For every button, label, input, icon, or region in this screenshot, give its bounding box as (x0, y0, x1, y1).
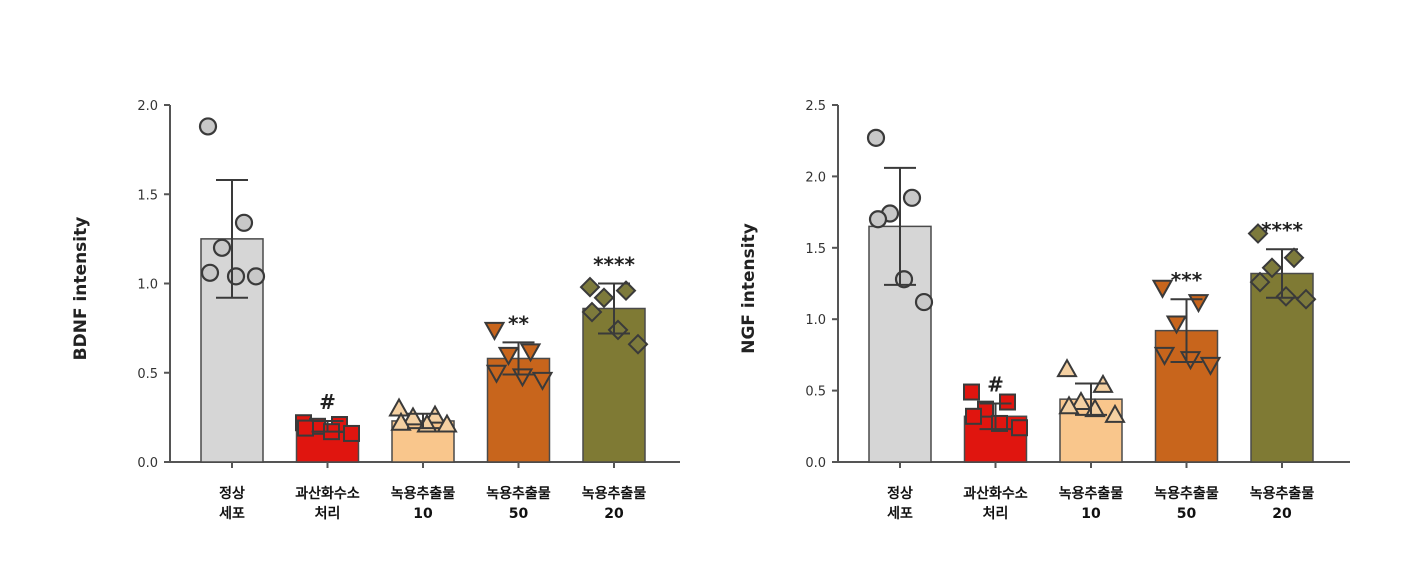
data-point (388, 397, 410, 417)
data-point (198, 117, 218, 136)
data-point (343, 424, 360, 442)
data-point (615, 280, 637, 302)
significance-label: # (987, 372, 1004, 396)
data-point (627, 333, 649, 355)
category-label: 녹용추출물 (1250, 485, 1315, 502)
data-point (1283, 247, 1305, 269)
data-point (1165, 315, 1188, 335)
y-tick-label: 0.5 (805, 385, 826, 400)
category-label: 50 (509, 506, 529, 522)
data-point (579, 276, 601, 298)
y-axis-title: NGF intensity (739, 223, 759, 354)
significance-label: **** (593, 253, 635, 277)
data-point (1056, 358, 1078, 378)
data-point (436, 413, 458, 433)
category-label: 정상 (887, 485, 913, 502)
data-point (1199, 356, 1222, 376)
data-point (1151, 279, 1174, 299)
data-point (1104, 403, 1126, 423)
category-label: 과산화수소 (963, 485, 1028, 502)
data-point (226, 267, 246, 286)
data-point (914, 292, 934, 312)
category-label: 녹용추출물 (391, 485, 456, 502)
significance-label: # (319, 390, 336, 414)
y-tick-label: 1.5 (805, 242, 826, 257)
y-tick-label: 1.0 (137, 278, 158, 293)
y-tick-label: 0.0 (805, 456, 826, 471)
category-label: 처리 (315, 506, 341, 522)
significance-label: ** (508, 311, 529, 335)
data-point (965, 407, 982, 425)
data-point (1249, 271, 1271, 293)
category-label: 10 (413, 506, 433, 522)
category-label: 녹용추출물 (1154, 485, 1219, 502)
data-point (402, 406, 424, 426)
category-label: 녹용추출물 (582, 485, 647, 502)
category-label: 녹용추출물 (486, 485, 551, 502)
data-point (1187, 294, 1210, 314)
y-tick-label: 0.5 (137, 367, 158, 382)
significance-label: *** (1171, 268, 1203, 292)
data-point (246, 267, 266, 286)
data-point (531, 371, 554, 391)
data-point (212, 238, 232, 257)
data-point (497, 346, 520, 366)
data-point (1058, 395, 1080, 415)
data-point (297, 419, 314, 437)
data-point (581, 301, 603, 323)
data-point (483, 321, 506, 341)
y-axis-title: BDNF intensity (71, 217, 91, 361)
data-point (999, 393, 1016, 411)
category-label: 녹용추출물 (1059, 485, 1124, 502)
data-point (234, 213, 254, 232)
data-point (1011, 419, 1028, 437)
data-point (593, 287, 615, 309)
category-label: 정상 (219, 485, 245, 502)
category-label: 10 (1081, 506, 1101, 522)
y-tick-label: 2.0 (805, 170, 826, 185)
data-point (902, 188, 922, 207)
y-tick-label: 1.5 (137, 188, 158, 203)
y-tick-label: 1.0 (805, 313, 826, 328)
data-point (1247, 223, 1269, 244)
significance-label: **** (1261, 218, 1303, 242)
data-point (1070, 390, 1092, 411)
data-point (200, 263, 220, 282)
data-point (866, 128, 886, 147)
data-point (868, 210, 888, 229)
category-label: 처리 (983, 506, 1009, 522)
category-label: 세포 (887, 506, 913, 522)
category-label: 20 (604, 506, 624, 522)
y-tick-label: 2.0 (137, 99, 158, 114)
data-point (519, 343, 542, 363)
data-point (1295, 288, 1317, 310)
category-label: 50 (1177, 506, 1197, 522)
category-label: 20 (1272, 506, 1292, 522)
category-label: 세포 (219, 506, 245, 522)
y-tick-label: 0.0 (137, 456, 158, 471)
data-point (390, 411, 412, 431)
data-point (963, 383, 980, 401)
data-point (1153, 346, 1176, 366)
data-point (485, 364, 508, 384)
category-label: 과산화수소 (295, 485, 360, 502)
y-tick-label: 2.5 (805, 99, 826, 114)
data-point (1261, 257, 1283, 279)
